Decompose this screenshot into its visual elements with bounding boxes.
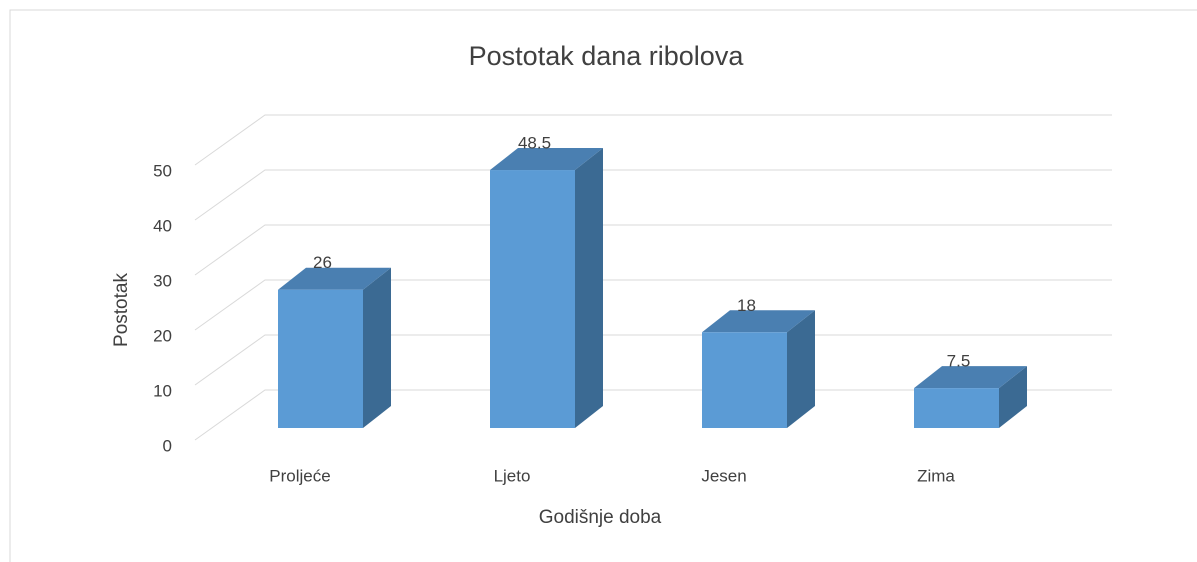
- bar-top: [490, 148, 603, 171]
- grid-line: [194, 169, 1112, 221]
- bar-top: [702, 310, 815, 333]
- grid-line: [194, 279, 1112, 331]
- x-tick-label: Proljeće: [269, 466, 330, 485]
- data-label: 26: [313, 253, 332, 272]
- y-tick-label: 40: [153, 216, 172, 235]
- bar: [702, 332, 787, 428]
- y-tick-label: 50: [153, 161, 172, 180]
- bar-top: [278, 267, 391, 290]
- chart-border: [9, 9, 1197, 562]
- grid-line: [194, 114, 1112, 166]
- data-label: 7.5: [947, 352, 971, 371]
- y-tick-label: 20: [153, 326, 172, 345]
- bar-side: [575, 148, 603, 429]
- y-tick-label: 10: [153, 381, 172, 400]
- y-axis-label: Postotak: [111, 273, 132, 347]
- bar: [914, 388, 999, 428]
- x-axis-label: Godišnje doba: [539, 507, 662, 528]
- bar-side: [787, 310, 815, 428]
- bar-side: [999, 366, 1027, 428]
- data-label: 48.5: [518, 134, 551, 153]
- x-tick-label: Zima: [917, 466, 955, 485]
- grid-line: [194, 224, 1112, 276]
- bar-top: [914, 366, 1027, 389]
- bar-side: [363, 267, 391, 428]
- y-tick-label: 0: [163, 436, 172, 455]
- grid-line: [194, 389, 1112, 441]
- chart-title: Postotak dana ribolova: [469, 41, 745, 71]
- data-label: 18: [737, 296, 756, 315]
- grid-line: [194, 334, 1112, 386]
- bar: [490, 170, 575, 429]
- y-tick-label: 30: [153, 271, 172, 290]
- x-tick-label: Ljeto: [494, 466, 531, 485]
- x-tick-label: Jesen: [701, 466, 746, 485]
- bar: [278, 289, 363, 428]
